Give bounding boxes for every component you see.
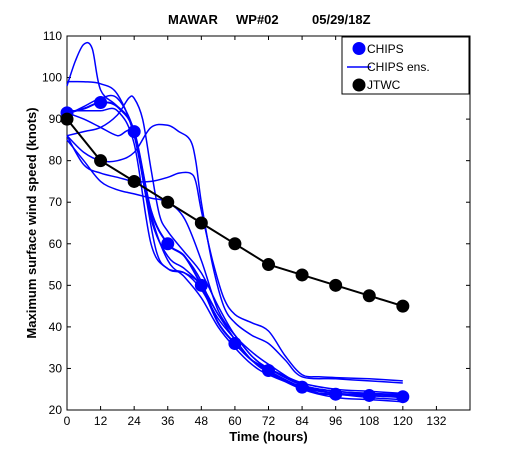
x-tick-label: 72 bbox=[262, 414, 276, 428]
y-tick-label: 40 bbox=[49, 320, 63, 334]
jtwc-point bbox=[194, 216, 208, 230]
x-tick-label: 120 bbox=[393, 414, 413, 428]
chips-point bbox=[94, 95, 108, 109]
x-tick-label: 24 bbox=[127, 414, 141, 428]
legend-entry-chips-ens: CHIPS ens. bbox=[347, 60, 430, 74]
y-tick-label: 70 bbox=[49, 195, 63, 209]
chips-ensemble-line-8 bbox=[66, 139, 403, 395]
x-axis-label: Time (hours) bbox=[229, 429, 308, 444]
x-tick-label: 0 bbox=[64, 414, 71, 428]
x-tick-label: 60 bbox=[228, 414, 242, 428]
y-tick-label: 110 bbox=[43, 29, 62, 43]
y-tick-label: 90 bbox=[49, 112, 63, 126]
y-tick-label: 20 bbox=[49, 403, 63, 417]
chips-point bbox=[228, 337, 242, 351]
legend-marker-jtwc bbox=[352, 78, 366, 92]
chips-point bbox=[127, 125, 141, 139]
y-tick-label: 50 bbox=[49, 278, 63, 292]
title-storm: MAWAR bbox=[168, 12, 218, 27]
jtwc-point bbox=[329, 278, 343, 292]
jtwc-point bbox=[161, 195, 175, 209]
y-axis-label: Maximum surface wind speed (knots) bbox=[24, 107, 39, 338]
jtwc-point bbox=[396, 299, 410, 313]
y-tick-label: 60 bbox=[49, 237, 63, 251]
y-tick-label: 80 bbox=[49, 154, 63, 168]
jtwc-point bbox=[127, 174, 141, 188]
chart-title: MAWAR WP#02 05/29/18Z bbox=[168, 12, 371, 27]
axis-ticks: 0 12 24 36 48 60 72 84 96 108 120 132 20 30 40 50 60 70 80… bbox=[42, 29, 470, 428]
y-tick-label: 100 bbox=[42, 71, 62, 85]
chips-point bbox=[262, 364, 275, 378]
legend: CHIPS CHIPS ens. JTWC bbox=[341, 36, 470, 95]
x-tick-label: 48 bbox=[195, 414, 209, 428]
jtwc-point bbox=[295, 268, 309, 282]
chips-point bbox=[161, 237, 175, 251]
legend-entry-chips: CHIPS bbox=[352, 42, 404, 56]
jtwc-point bbox=[362, 289, 376, 303]
x-tick-label: 36 bbox=[161, 414, 175, 428]
legend-entry-jtwc: JTWC bbox=[352, 78, 401, 92]
legend-marker-chips bbox=[352, 42, 366, 55]
title-advisory: WP#02 bbox=[236, 12, 279, 27]
x-tick-label: 84 bbox=[295, 414, 309, 428]
legend-label-chips-ens: CHIPS ens. bbox=[367, 60, 430, 74]
chips-point bbox=[194, 278, 208, 292]
x-tick-label: 108 bbox=[359, 414, 379, 428]
title-datetime: 05/29/18Z bbox=[312, 12, 371, 27]
chips-point bbox=[362, 388, 376, 402]
jtwc-point bbox=[94, 154, 108, 168]
marker-layer bbox=[60, 95, 410, 404]
chips-point bbox=[329, 387, 343, 401]
x-tick-label: 96 bbox=[329, 414, 343, 428]
chips-point bbox=[295, 380, 309, 394]
x-tick-label: 12 bbox=[94, 414, 108, 428]
chips-ensemble-line-7 bbox=[66, 123, 403, 384]
jtwc-point bbox=[262, 258, 275, 272]
jtwc-point bbox=[228, 237, 242, 251]
legend-label-jtwc: JTWC bbox=[367, 78, 401, 92]
chips-point bbox=[396, 390, 410, 404]
legend-label-chips: CHIPS bbox=[367, 42, 404, 56]
jtwc-point bbox=[60, 112, 74, 126]
x-tick-label: 132 bbox=[426, 414, 446, 428]
y-tick-label: 30 bbox=[49, 361, 63, 375]
